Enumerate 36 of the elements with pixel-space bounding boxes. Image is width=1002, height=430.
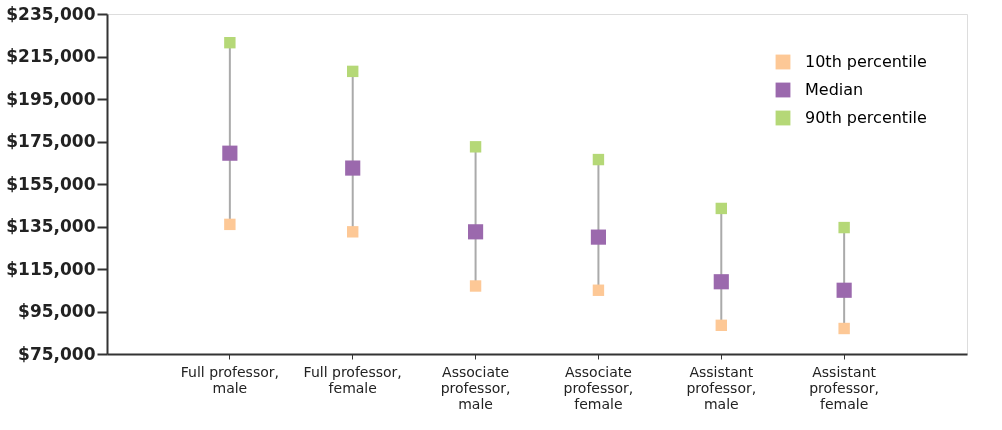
x-tick-label: Assistant professor, male [686,363,757,412]
point [224,36,236,49]
point [715,202,727,215]
x-tick-label: Associate professor, female [563,363,634,412]
y-tick-label: $235,000 [6,3,96,24]
y-tick-label: $175,000 [6,131,96,151]
x-tick-label: Full professor, male [180,363,279,396]
point [222,145,238,161]
point [345,160,361,176]
point [469,141,482,153]
point [469,280,482,292]
point [715,319,727,332]
point [838,221,850,234]
point [592,153,605,166]
point [224,218,236,231]
point [713,274,729,290]
legend-label: 90th percentile [805,108,927,127]
y-tick-label: $75,000 [18,343,96,364]
y-tick-label: $215,000 [6,46,96,66]
point [592,284,605,296]
legend-label: Median [805,80,864,99]
point [838,322,850,335]
y-tick-label: $155,000 [6,173,96,194]
x-tick-label: Associate professor, male [440,363,511,412]
y-tick-label: $115,000 [6,258,96,279]
point [836,282,852,298]
point [590,229,607,245]
y-tick-label: $135,000 [6,216,96,236]
point [467,224,484,240]
y-tick-label: $195,000 [6,88,96,109]
point [347,226,359,238]
y-tick-label: $95,000 [18,301,96,321]
x-tick-label: Full professor, female [303,363,402,396]
legend-label: 10th percentile [805,52,927,71]
x-tick-label: Assistant professor, female [809,363,880,412]
point [347,65,359,78]
